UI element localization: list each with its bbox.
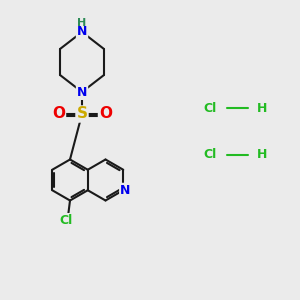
Text: N: N xyxy=(120,184,130,197)
Text: H: H xyxy=(77,18,86,28)
Text: S: S xyxy=(76,106,88,122)
Text: Cl: Cl xyxy=(203,101,217,115)
Text: H: H xyxy=(257,148,267,161)
Text: N: N xyxy=(77,86,87,99)
Text: O: O xyxy=(52,106,65,122)
Text: N: N xyxy=(77,25,87,38)
Text: O: O xyxy=(99,106,112,122)
Text: Cl: Cl xyxy=(203,148,217,161)
Text: H: H xyxy=(257,101,267,115)
Text: Cl: Cl xyxy=(59,214,73,227)
